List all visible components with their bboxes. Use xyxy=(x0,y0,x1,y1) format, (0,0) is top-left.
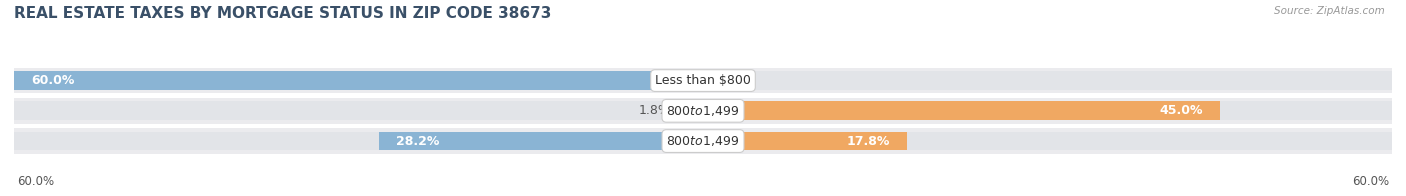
Bar xyxy=(682,102,703,120)
Bar xyxy=(14,71,703,90)
Bar xyxy=(703,102,1219,120)
Bar xyxy=(703,71,1392,90)
Bar xyxy=(14,98,1392,124)
Text: $800 to $1,499: $800 to $1,499 xyxy=(666,104,740,118)
Text: 28.2%: 28.2% xyxy=(396,135,440,148)
Bar xyxy=(703,132,907,151)
Bar xyxy=(14,71,703,90)
Text: 45.0%: 45.0% xyxy=(1159,104,1202,117)
Bar xyxy=(380,132,703,151)
Text: 60.0%: 60.0% xyxy=(1353,175,1389,188)
Bar xyxy=(14,68,1392,93)
Text: $800 to $1,499: $800 to $1,499 xyxy=(666,134,740,148)
Bar xyxy=(703,102,1392,120)
Text: Source: ZipAtlas.com: Source: ZipAtlas.com xyxy=(1274,6,1385,16)
Text: 60.0%: 60.0% xyxy=(17,175,53,188)
Text: Less than $800: Less than $800 xyxy=(655,74,751,87)
Text: 1.8%: 1.8% xyxy=(638,104,671,117)
Bar xyxy=(14,128,1392,154)
Text: 60.0%: 60.0% xyxy=(31,74,75,87)
Text: REAL ESTATE TAXES BY MORTGAGE STATUS IN ZIP CODE 38673: REAL ESTATE TAXES BY MORTGAGE STATUS IN … xyxy=(14,6,551,21)
Text: 17.8%: 17.8% xyxy=(846,135,890,148)
Bar xyxy=(703,132,1392,151)
Text: 0.0%: 0.0% xyxy=(714,74,747,87)
Bar xyxy=(14,102,703,120)
Bar xyxy=(14,132,703,151)
